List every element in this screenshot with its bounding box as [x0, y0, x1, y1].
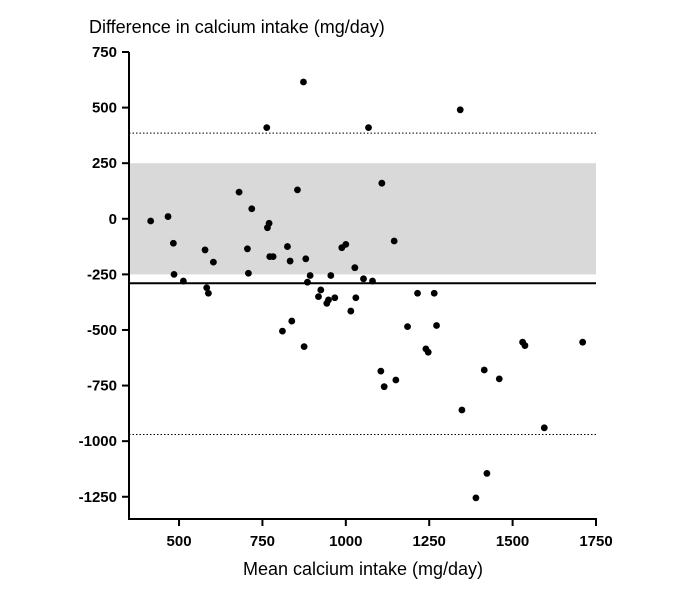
data-point [347, 307, 355, 315]
data-point [365, 124, 372, 132]
y-tick-label: -750 [87, 378, 117, 395]
data-point [404, 323, 411, 331]
y-tick-label: 750 [92, 44, 117, 61]
data-point [472, 494, 480, 502]
data-point [304, 278, 311, 286]
data-point [279, 327, 286, 335]
y-tick-label: 250 [92, 155, 117, 172]
data-point [263, 124, 271, 132]
data-point [269, 253, 277, 260]
data-point [352, 294, 360, 302]
y-tick-label: -250 [87, 266, 117, 283]
y-tick-label: -1000 [79, 433, 117, 450]
data-point [360, 275, 367, 283]
y-tick-label: -500 [87, 322, 117, 339]
y-tick-label: -1250 [79, 489, 117, 506]
x-axis-label: Mean calcium intake (mg/day) [243, 559, 483, 579]
data-point [325, 296, 332, 304]
data-point [204, 289, 212, 297]
data-point [235, 188, 243, 196]
y-tick-label: 500 [92, 100, 117, 117]
data-point [392, 376, 400, 384]
data-point [540, 424, 548, 432]
axes-layer: 750 500 250 0 -250 -500 -750 -1000 -1250 500 750 10… [79, 44, 613, 550]
data-point [284, 243, 291, 250]
data-point [424, 348, 432, 356]
equivalence-band-layer [129, 163, 596, 275]
data-point [147, 217, 155, 225]
data-point [300, 343, 308, 351]
data-point [302, 255, 310, 263]
data-point [209, 258, 217, 266]
data-point [458, 406, 466, 414]
data-point [521, 342, 529, 349]
data-point [179, 277, 187, 285]
data-point [300, 78, 307, 86]
x-tick-label: 1000 [329, 533, 362, 550]
data-point [286, 257, 294, 265]
data-point [294, 186, 301, 194]
data-point [201, 246, 209, 254]
data-point [245, 269, 252, 277]
reference-lines-layer [129, 132, 596, 435]
data-point [169, 239, 177, 247]
data-point [579, 338, 587, 346]
data-point [390, 237, 398, 245]
y-tick-label: 0 [109, 211, 117, 228]
data-point [164, 213, 172, 220]
data-point [170, 270, 178, 278]
x-tick-label: 500 [167, 533, 192, 550]
data-point [369, 277, 376, 285]
data-point [480, 366, 488, 374]
x-tick-label: 1500 [496, 533, 529, 550]
data-point [456, 106, 464, 114]
data-points-layer [147, 78, 587, 502]
data-point [315, 293, 322, 301]
data-point [351, 264, 359, 272]
data-point [433, 322, 440, 329]
data-point [377, 367, 385, 375]
data-point [483, 470, 491, 477]
data-point [414, 289, 421, 297]
data-point [244, 245, 251, 253]
data-point [265, 219, 273, 227]
data-point [380, 383, 388, 391]
data-point [248, 205, 256, 213]
y-axis-label: Difference in calcium intake (mg/day) [89, 17, 385, 37]
data-point [203, 284, 211, 292]
data-point [317, 286, 325, 294]
x-tick-label: 1750 [579, 533, 612, 550]
data-point [430, 289, 438, 297]
equivalence-band [129, 163, 596, 275]
data-point [495, 375, 503, 383]
data-point [342, 240, 350, 248]
data-point [288, 317, 296, 325]
x-tick-label: 1250 [413, 533, 446, 550]
data-point [331, 294, 339, 302]
data-point [327, 272, 335, 279]
x-tick-label: 750 [250, 533, 275, 550]
data-point [378, 179, 386, 187]
data-point [306, 272, 314, 279]
